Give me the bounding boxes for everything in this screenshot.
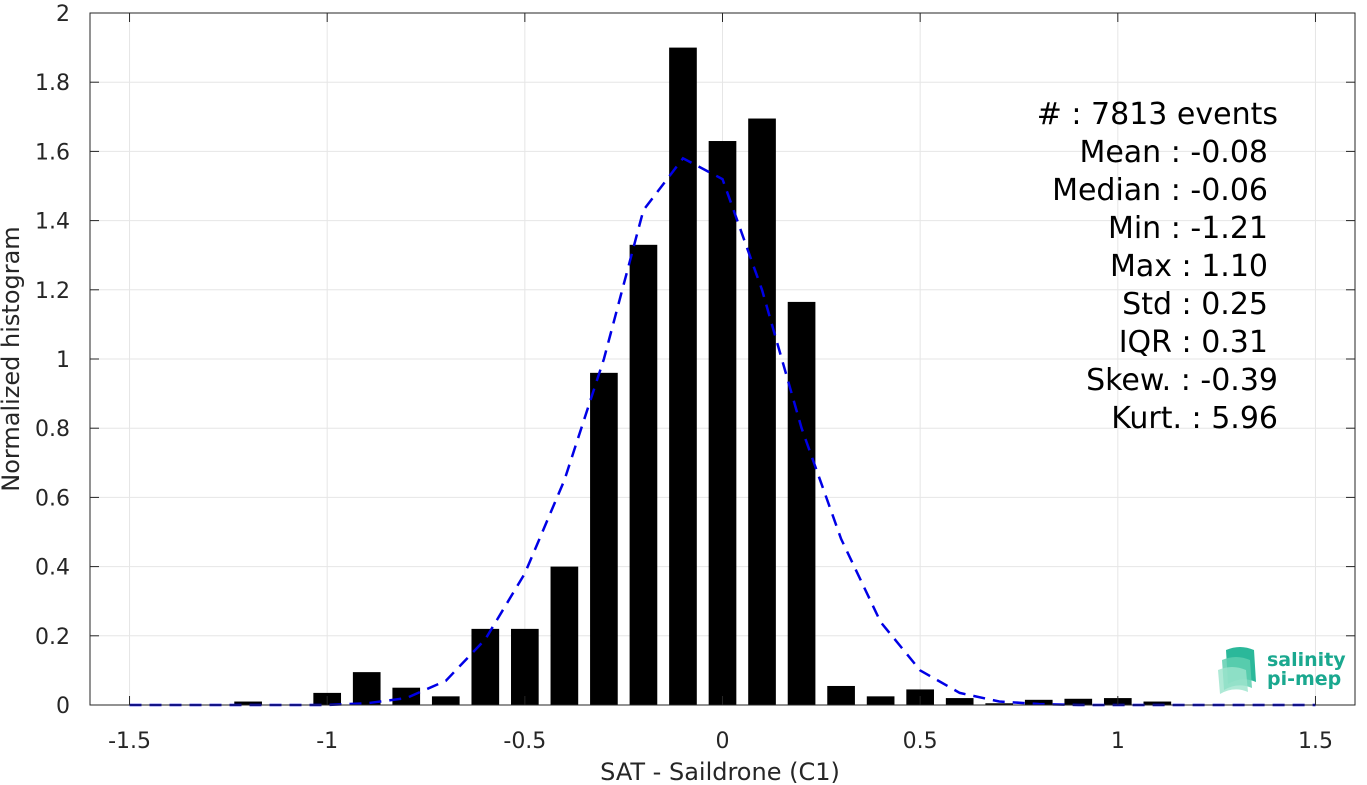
y-tick-label: 0.6: [35, 486, 70, 511]
y-tick-label: 0: [56, 694, 70, 719]
y-tick-label: 0.8: [35, 417, 70, 442]
stat-std: Std : 0.25: [1122, 287, 1268, 322]
stat-events: # : 7813 events: [1037, 97, 1278, 132]
y-tick-label: 1.6: [35, 140, 70, 165]
y-tick-label: 1.4: [35, 210, 70, 235]
histogram-bar: [945, 698, 974, 705]
y-tick-label: 0.2: [35, 625, 70, 650]
histogram-bar: [827, 685, 855, 705]
histogram-bar: [234, 701, 262, 705]
y-tick-label: 1.2: [35, 279, 70, 304]
histogram-bar: [708, 141, 737, 705]
y-axis-title: Normalized histogram: [0, 226, 25, 491]
stat-median: Median : -0.06: [1052, 173, 1268, 208]
x-tick-label: -1: [316, 729, 338, 754]
salinity-pi-mep-logo: salinity pi-mep: [1218, 647, 1346, 694]
y-tick-label: 1.8: [35, 71, 70, 96]
stat-skew: Skew. : -0.39: [1086, 363, 1278, 398]
stat-mean: Mean : -0.08: [1079, 135, 1268, 170]
x-tick-label: 1.5: [1298, 729, 1333, 754]
stats-annotation: # : 7813 events Mean : -0.08 Median : -0…: [1037, 97, 1278, 436]
histogram-bar: [431, 696, 460, 705]
x-tick-label: 1: [1111, 729, 1125, 754]
x-tick-label: -1.5: [108, 729, 151, 754]
y-tick-label: 1: [56, 348, 70, 373]
x-tick-label: 0.5: [903, 729, 938, 754]
waves-icon: [1218, 647, 1256, 694]
histogram-bar: [511, 628, 539, 705]
histogram-bar: [392, 687, 421, 705]
logo-line2: pi-mep: [1267, 668, 1341, 690]
histogram-bar: [748, 118, 776, 705]
histogram-bar: [629, 244, 658, 705]
histogram-bar: [550, 566, 579, 705]
histogram-bar: [985, 703, 1014, 705]
axes-group: [89, 12, 1356, 706]
stat-max: Max : 1.10: [1110, 249, 1268, 284]
histogram-bar: [866, 696, 895, 705]
histogram-bar: [1024, 699, 1053, 705]
x-tick-label: -0.5: [503, 729, 546, 754]
histogram-bar: [352, 672, 381, 705]
tick-labels-group: -1.5 -1 -0.5 0 0.5 1 1.5 0 0.2 0.4 0.6 0.8 1 1.2 1.4 1.…: [35, 2, 1333, 754]
histogram-bar: [1143, 701, 1172, 705]
histogram-bar: [787, 301, 816, 705]
stat-min: Min : -1.21: [1108, 211, 1268, 246]
y-tick-label: 2: [56, 2, 70, 27]
y-tick-label: 0.4: [35, 556, 70, 581]
x-axis-title: SAT - Saildrone (C1): [600, 758, 840, 785]
stat-iqr: IQR : 0.31: [1119, 325, 1268, 360]
histogram-bar: [590, 372, 618, 705]
logo-line1: salinity: [1267, 649, 1346, 671]
stat-kurt: Kurt. : 5.96: [1111, 401, 1278, 436]
histogram-bar: [1064, 698, 1093, 705]
histogram-bar: [669, 47, 697, 706]
x-tick-label: 0: [716, 729, 730, 754]
histogram-bar: [471, 628, 500, 705]
